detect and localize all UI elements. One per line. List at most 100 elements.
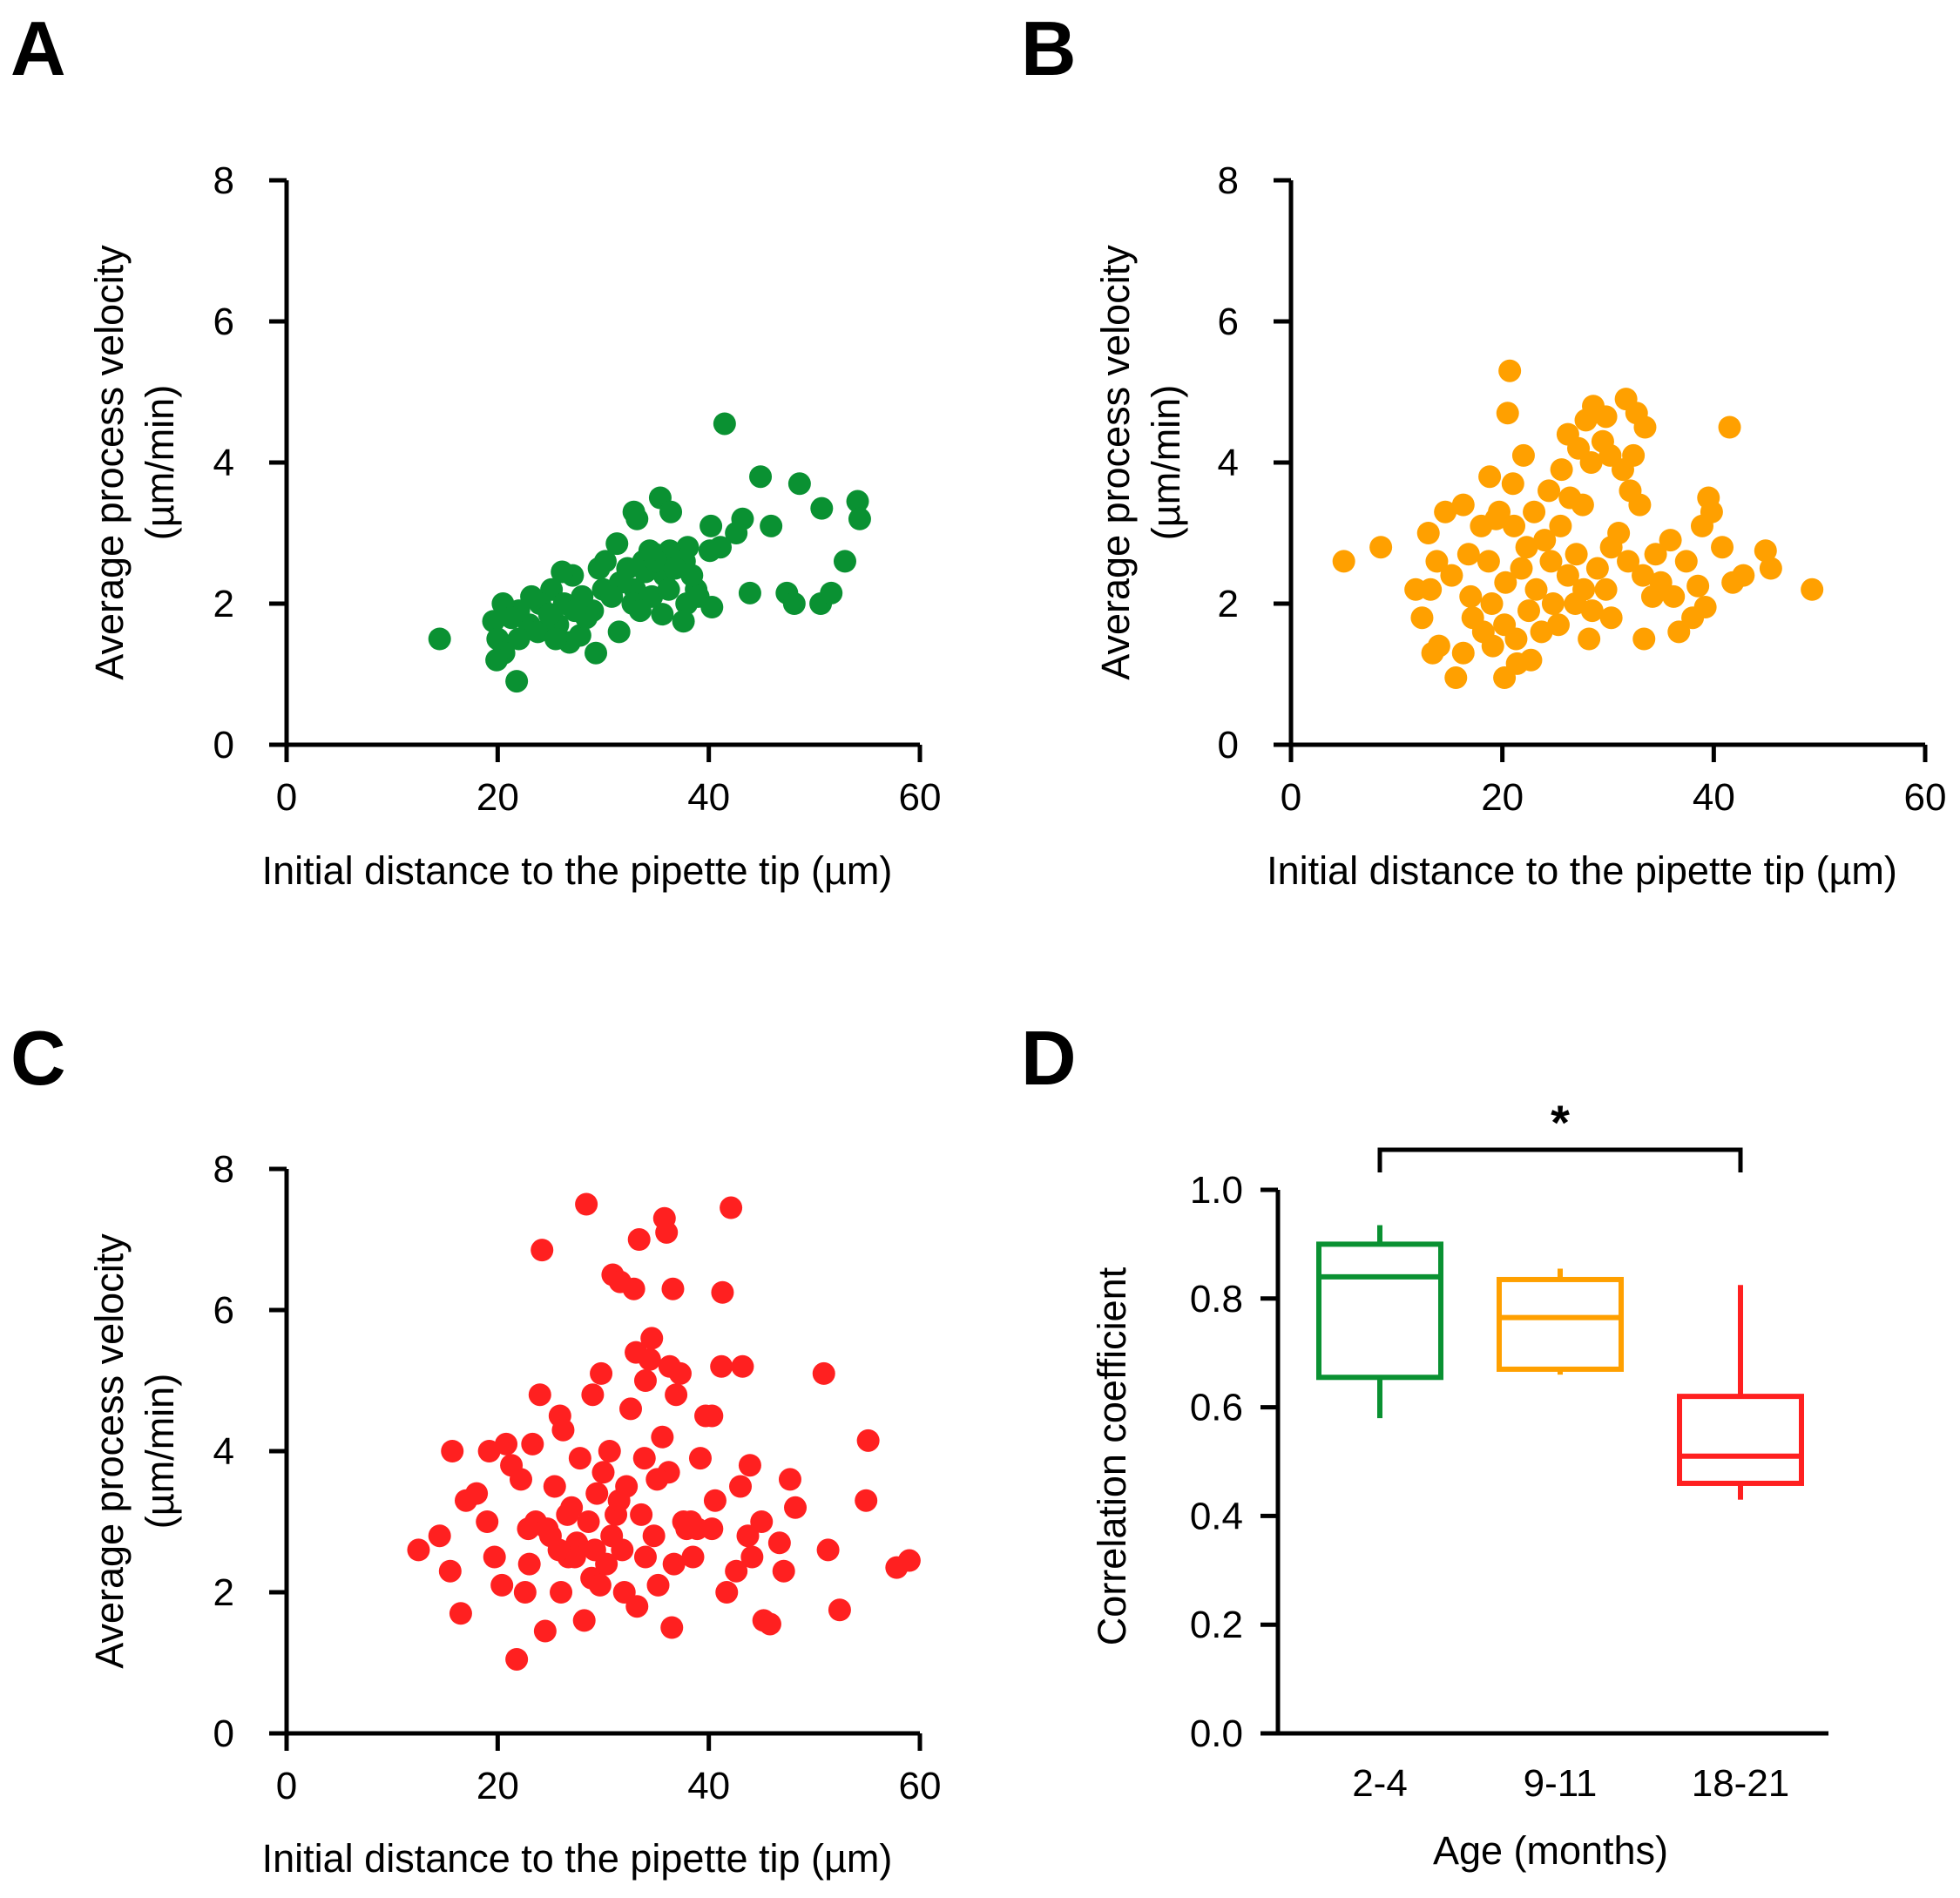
data-point [619, 1397, 643, 1421]
data-point [856, 1429, 880, 1452]
significance-marker: * [1551, 1095, 1570, 1150]
data-point [543, 1475, 566, 1498]
data-point [661, 1277, 685, 1300]
data-point [588, 1573, 612, 1597]
data-point [1480, 592, 1504, 615]
data-point [482, 610, 505, 633]
data-point [1503, 514, 1526, 537]
panel-d: D 0.0 0.2 0.4 0.6 0.8 1.0 2-4 9-11 18-21 Age (mont… [1021, 1015, 1828, 1873]
data-point [505, 1647, 529, 1671]
data-point [1565, 543, 1588, 566]
data-point [1538, 479, 1561, 503]
data-point [1478, 465, 1502, 489]
panel-a: A 0 20 40 60 0 2 4 6 8 Initial distance to the pip… [10, 5, 941, 893]
data-point [581, 1383, 605, 1407]
data-point [700, 596, 724, 619]
data-point [587, 557, 611, 580]
data-point [645, 1468, 669, 1491]
data-point [568, 624, 591, 647]
data-point [1470, 514, 1493, 537]
box-18-21 [1677, 1285, 1804, 1500]
significance-bracket [1377, 1147, 1743, 1172]
data-point [703, 1489, 727, 1512]
data-point [1711, 536, 1734, 559]
data-point [710, 1354, 733, 1378]
x-tick-label: 2-4 [1352, 1762, 1408, 1805]
y-tick-label: 8 [213, 159, 234, 202]
iqr-box [1677, 1394, 1804, 1486]
data-point [513, 1581, 537, 1604]
data-point [738, 581, 761, 605]
data-point [556, 1503, 579, 1526]
y-axis-label: (µm/min) [138, 1374, 182, 1529]
data-point [1511, 443, 1535, 467]
y-tick-label: 8 [213, 1148, 234, 1191]
data-point [679, 1510, 703, 1533]
data-point [1440, 564, 1463, 587]
data-point [1550, 458, 1573, 482]
data-point [630, 1503, 653, 1526]
x-tick-label: 20 [476, 776, 519, 819]
data-point [533, 1619, 557, 1643]
x-tick-label: 40 [687, 776, 730, 819]
data-point [668, 1361, 692, 1385]
data-point [476, 1510, 499, 1533]
data-point [1523, 500, 1546, 523]
data-point [657, 578, 680, 601]
data-point [1579, 451, 1603, 474]
data-point [1451, 493, 1475, 517]
x-axis-label: Initial distance to the pipette tip (µm) [262, 848, 893, 893]
data-point [1732, 564, 1755, 587]
data-point [505, 670, 529, 693]
y-axis-label: Average process velocity [87, 1233, 132, 1669]
data-point [577, 1510, 600, 1533]
data-point [633, 1369, 657, 1392]
data-point [1419, 578, 1443, 601]
y-tick-label: 4 [213, 1430, 234, 1473]
y-tick-label: 6 [213, 301, 234, 343]
data-point [495, 1432, 518, 1456]
data-point [1488, 500, 1511, 523]
data-point [1524, 578, 1548, 601]
x-tick-label: 0 [1281, 776, 1301, 819]
y-tick-label: 0 [213, 724, 234, 767]
data-point [1633, 415, 1657, 439]
data-point [1517, 599, 1540, 623]
data-point [672, 610, 695, 633]
data-point [1686, 574, 1710, 598]
data-point [449, 1602, 472, 1625]
y-tick-label: 4 [1218, 442, 1239, 484]
panel-b: B 0 20 40 60 0 2 4 6 8 Initial distance to the pip… [1021, 5, 1946, 893]
data-point [517, 1517, 540, 1541]
data-point [1754, 539, 1777, 563]
data-point [749, 465, 773, 489]
x-tick-label: 0 [276, 776, 297, 819]
data-point [816, 1538, 840, 1562]
data-point [713, 412, 736, 436]
box-2-4 [1316, 1225, 1443, 1419]
data-point [700, 1404, 724, 1428]
data-point [628, 599, 652, 623]
data-point [500, 606, 524, 630]
iqr-box [1316, 1241, 1443, 1381]
data-point [407, 1538, 430, 1562]
data-point [1662, 584, 1686, 608]
data-point [784, 1496, 808, 1519]
data-point [1332, 550, 1355, 573]
data-point [688, 1447, 712, 1470]
data-point [585, 641, 608, 665]
x-tick-label: 20 [476, 1765, 519, 1807]
data-point [725, 1559, 748, 1583]
x-tick-label: 60 [899, 776, 942, 819]
data-point [662, 1552, 686, 1576]
x-axis-label: Initial distance to the pipette tip (µm) [262, 1836, 893, 1881]
data-point [897, 1549, 921, 1572]
data-point [1644, 543, 1667, 566]
data-point [1425, 550, 1449, 573]
y-axis-label: (µm/min) [138, 385, 182, 540]
y-axis-label: (µm/min) [1144, 385, 1188, 540]
data-point [1444, 666, 1468, 690]
x-tick-label: 60 [1904, 776, 1947, 819]
y-tick-label: 2 [213, 1571, 234, 1614]
